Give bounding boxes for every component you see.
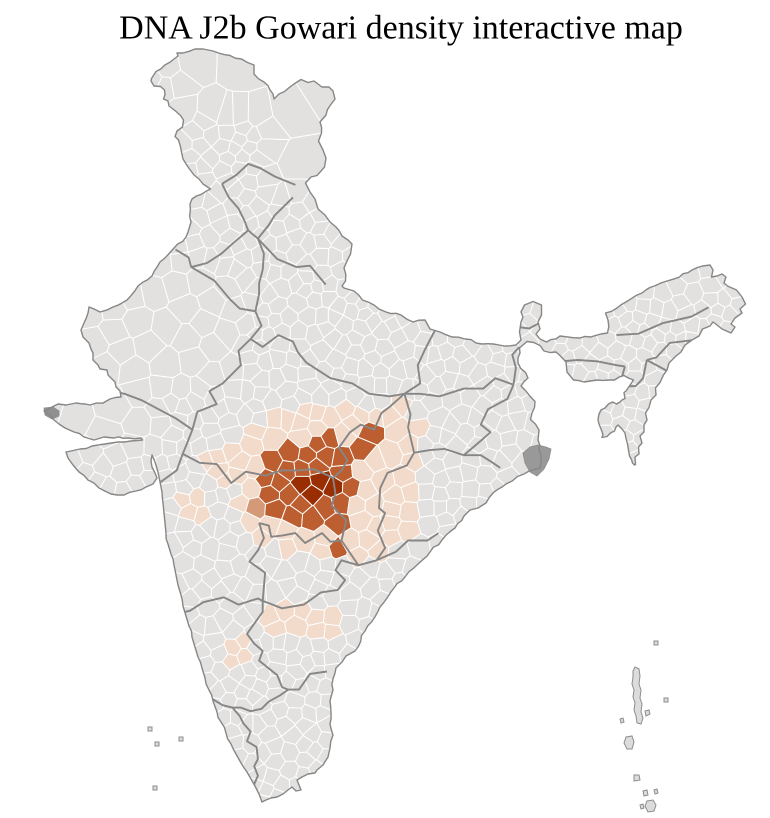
svg-text:DNA J2b Gowari density interac: DNA J2b Gowari density interactive map <box>119 10 683 47</box>
